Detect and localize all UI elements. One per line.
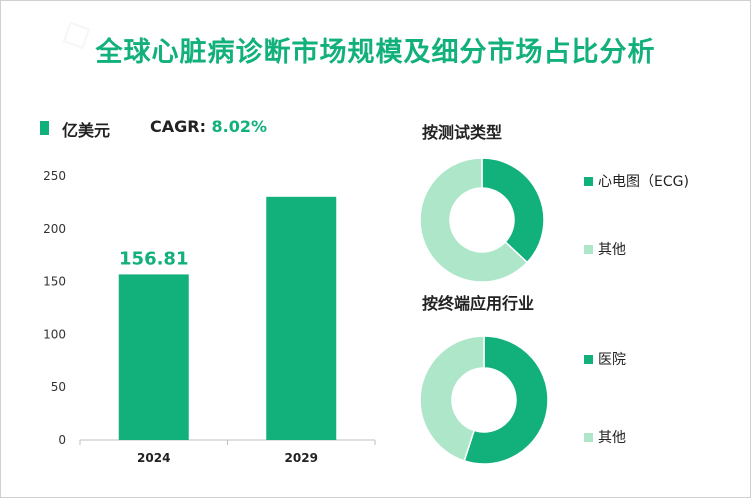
chart-title: 全球心脏病诊断市场规模及细分市场占比分析	[95, 37, 656, 68]
donut2-legend-swatch-0	[584, 355, 593, 364]
donut-slice-0	[481, 157, 545, 264]
unit-label: 亿美元	[62, 121, 111, 140]
x-tick-label: 2024	[137, 451, 170, 465]
y-tick-label: 150	[43, 275, 66, 289]
y-tick-label: 200	[43, 222, 66, 236]
x-tick-label: 2029	[285, 451, 318, 465]
y-tick-label: 0	[58, 433, 66, 447]
cagr-text: CAGR: 8.02%	[150, 117, 267, 136]
bar-2029	[266, 196, 337, 440]
donut2-legend-label-0: 医院	[598, 352, 626, 368]
donut1-title: 按测试类型	[422, 123, 503, 142]
donut2-legend-swatch-1	[584, 433, 593, 442]
donut1-legend-label-0: 心电图（ECG)	[598, 174, 689, 190]
cagr-label: CAGR:	[150, 117, 212, 136]
y-tick-label: 250	[43, 169, 66, 183]
bar-2024	[118, 274, 189, 440]
y-tick-label: 100	[43, 327, 66, 341]
donut1-legend-label-1: 其他	[598, 242, 626, 258]
donut2-legend-label-1: 其他	[598, 430, 626, 446]
y-tick-label: 50	[51, 380, 66, 394]
data-label-2024: 156.81	[119, 248, 188, 269]
cagr-value: 8.02%	[211, 117, 268, 136]
donut-slice-1	[419, 335, 485, 462]
donut-slice-1	[419, 157, 529, 283]
donut1-legend-swatch-1	[584, 245, 593, 254]
donut-chart-end-use	[419, 335, 549, 465]
donut-slice-0	[463, 335, 549, 465]
donut-chart-test-type	[419, 157, 545, 283]
unit-legend-swatch	[40, 121, 49, 135]
donut2-title: 按终端应用行业	[422, 294, 535, 313]
bar-chart: 0 50 100 150 200 250 2024 156.81 2029	[43, 169, 376, 465]
donut1-legend-swatch-0	[584, 177, 593, 186]
